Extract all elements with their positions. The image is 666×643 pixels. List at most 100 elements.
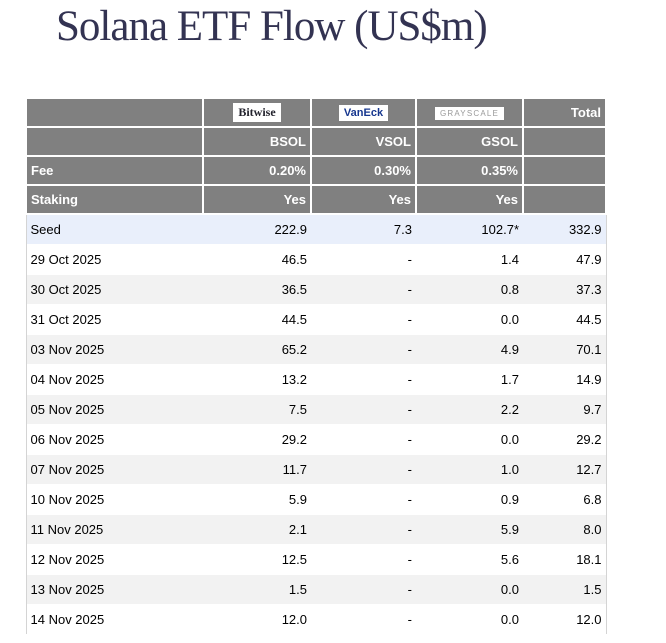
value-cell: 11.7 (203, 454, 311, 485)
value-cell: - (311, 364, 416, 395)
ticker-vsol: VSOL (310, 126, 417, 157)
value-cell: 102.7* (416, 213, 523, 245)
value-cell: 9.7 (523, 394, 607, 425)
value-cell: 12.7 (523, 454, 607, 485)
value-cell: - (311, 484, 416, 515)
date-cell: 06 Nov 2025 (25, 424, 203, 455)
value-cell: 0.0 (416, 304, 523, 335)
value-cell: 7.5 (203, 394, 311, 425)
date-cell: 11 Nov 2025 (25, 514, 203, 545)
fee-vsol: 0.30% (310, 155, 417, 186)
logo-row-spacer (25, 97, 204, 128)
date-cell: 29 Oct 2025 (25, 244, 203, 275)
value-cell: 0.0 (416, 424, 523, 455)
value-cell: 0.9 (416, 484, 523, 515)
value-cell: 65.2 (203, 334, 311, 365)
value-cell: 37.3 (523, 274, 607, 305)
logo-row: Bitwise VanEck GRAYSCALE Total (25, 97, 607, 128)
value-cell: 47.9 (523, 244, 607, 275)
value-cell: 44.5 (523, 304, 607, 335)
date-cell: Seed (25, 213, 203, 245)
table-row: 12 Nov 2025 12.5-5.6 18.1 (25, 544, 607, 575)
grayscale-logo: GRAYSCALE (434, 107, 505, 121)
value-cell: 5.9 (416, 514, 523, 545)
value-cell: - (311, 424, 416, 455)
ticker-gsol: GSOL (415, 126, 524, 157)
value-cell: 14.9 (523, 364, 607, 395)
table-row: 31 Oct 2025 44.5-0.0 44.5 (25, 304, 607, 335)
date-cell: 07 Nov 2025 (25, 454, 203, 485)
value-cell: - (311, 334, 416, 365)
fee-bsol: 0.20% (202, 155, 312, 186)
value-cell: - (311, 304, 416, 335)
table-row: 14 Nov 2025 12.0-0.0 12.0 (25, 604, 607, 634)
total-header-cell: Total (522, 97, 607, 128)
ticker-row: BSOL VSOL GSOL (25, 126, 607, 157)
value-cell: 1.5 (523, 574, 607, 605)
date-cell: 31 Oct 2025 (25, 304, 203, 335)
table-row: 13 Nov 2025 1.5-0.0 1.5 (25, 574, 607, 605)
value-cell: 1.0 (416, 454, 523, 485)
ticker-bsol: BSOL (202, 126, 312, 157)
value-cell: - (311, 544, 416, 575)
value-cell: 5.6 (416, 544, 523, 575)
staking-row: Staking Yes Yes Yes (25, 184, 607, 215)
value-cell: 6.8 (523, 484, 607, 515)
table-row: 05 Nov 2025 7.5-2.2 9.7 (25, 394, 607, 425)
staking-bsol: Yes (202, 184, 312, 215)
vaneck-logo: VanEck (338, 104, 389, 121)
table-row: 11 Nov 2025 2.1-5.9 8.0 (25, 514, 607, 545)
value-cell: 2.2 (416, 394, 523, 425)
value-cell: - (311, 514, 416, 545)
value-cell: 18.1 (523, 544, 607, 575)
value-cell: 222.9 (203, 213, 311, 245)
value-cell: - (311, 244, 416, 275)
value-cell: 1.4 (416, 244, 523, 275)
value-cell: - (311, 394, 416, 425)
value-cell: 0.8 (416, 274, 523, 305)
value-cell: 29.2 (523, 424, 607, 455)
value-cell: 0.0 (416, 604, 523, 634)
table-row: 06 Nov 2025 29.2-0.0 29.2 (25, 424, 607, 455)
table-row: 03 Nov 2025 65.2-4.9 70.1 (25, 334, 607, 365)
value-cell: 29.2 (203, 424, 311, 455)
value-cell: 4.9 (416, 334, 523, 365)
table-row: 30 Oct 2025 36.5-0.8 37.3 (25, 274, 607, 305)
value-cell: 70.1 (523, 334, 607, 365)
date-cell: 12 Nov 2025 (25, 544, 203, 575)
table-header: Bitwise VanEck GRAYSCALE Total BSOL VSOL… (25, 97, 607, 215)
value-cell: 36.5 (203, 274, 311, 305)
staking-vsol: Yes (310, 184, 417, 215)
table-row: 29 Oct 2025 46.5-1.4 47.9 (25, 244, 607, 275)
value-cell: 8.0 (523, 514, 607, 545)
value-cell: 5.9 (203, 484, 311, 515)
fee-row: Fee 0.20% 0.30% 0.35% (25, 155, 607, 186)
staking-label: Staking (25, 184, 204, 215)
etf-flow-table: Bitwise VanEck GRAYSCALE Total BSOL VSOL… (25, 97, 607, 634)
value-cell: 13.2 (203, 364, 311, 395)
date-cell: 04 Nov 2025 (25, 364, 203, 395)
value-cell: - (311, 574, 416, 605)
date-cell: 14 Nov 2025 (25, 604, 203, 634)
fee-label: Fee (25, 155, 204, 186)
page-title: Solana ETF Flow (US$m) (56, 3, 488, 50)
value-cell: 12.0 (523, 604, 607, 634)
value-cell: 12.5 (203, 544, 311, 575)
table-row: Seed 222.9 7.3 102.7* 332.9 (25, 213, 607, 245)
bitwise-logo: Bitwise (233, 103, 281, 122)
staking-gsol: Yes (415, 184, 524, 215)
value-cell: - (311, 604, 416, 634)
value-cell: 46.5 (203, 244, 311, 275)
table-body: Seed 222.9 7.3 102.7* 332.9 29 Oct 2025 46.5-1… (25, 213, 607, 634)
fee-gsol: 0.35% (415, 155, 524, 186)
date-cell: 13 Nov 2025 (25, 574, 203, 605)
value-cell: 2.1 (203, 514, 311, 545)
value-cell: - (311, 454, 416, 485)
value-cell: 12.0 (203, 604, 311, 634)
value-cell: 1.7 (416, 364, 523, 395)
value-cell: 7.3 (311, 213, 416, 245)
table-row: 10 Nov 2025 5.9-0.9 6.8 (25, 484, 607, 515)
value-cell: - (311, 274, 416, 305)
table-row: 04 Nov 2025 13.2-1.7 14.9 (25, 364, 607, 395)
date-cell: 03 Nov 2025 (25, 334, 203, 365)
